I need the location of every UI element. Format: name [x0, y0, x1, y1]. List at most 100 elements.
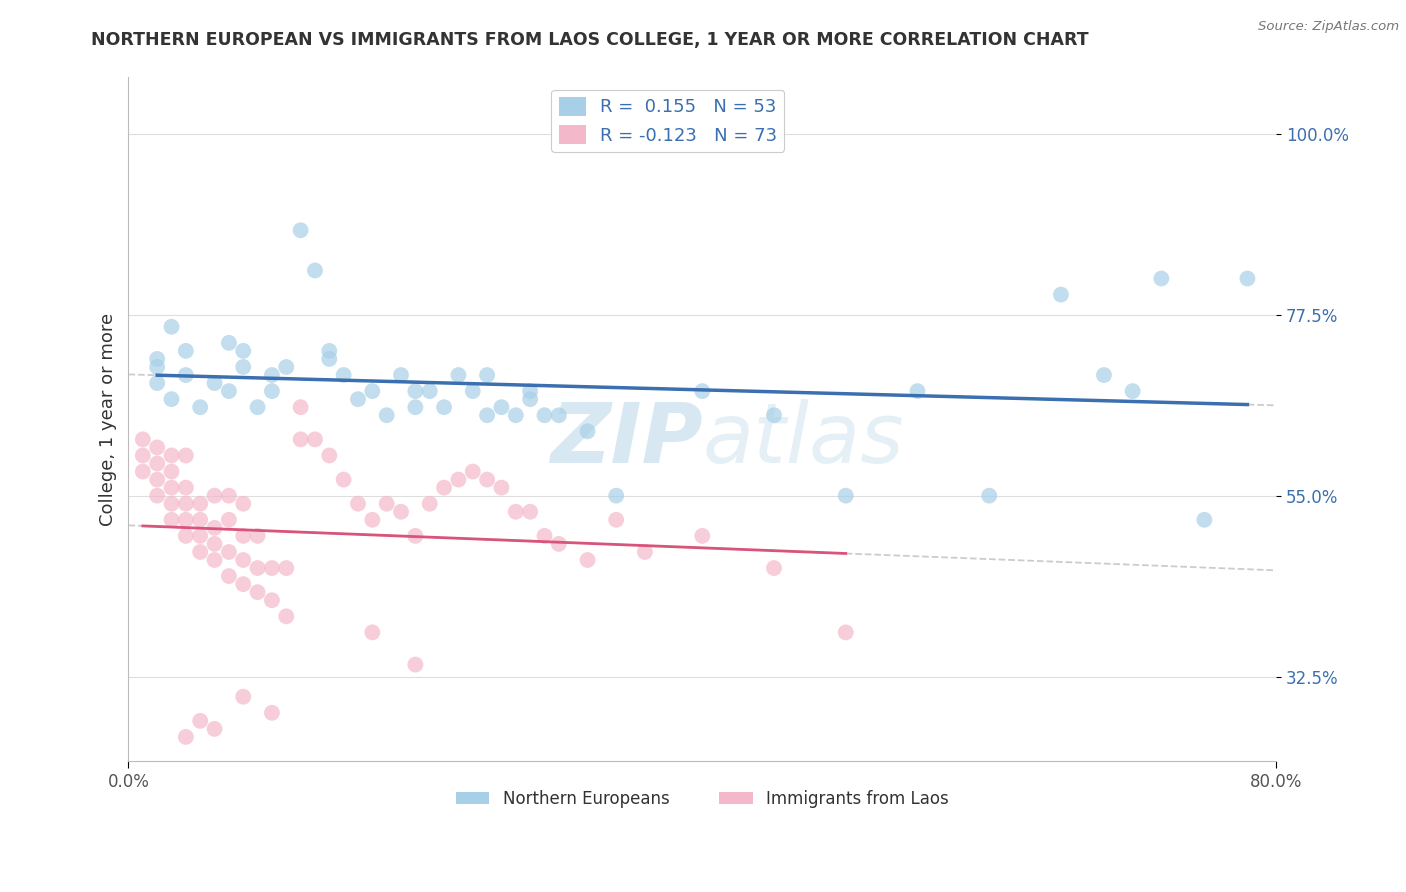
Point: [188, 513, 211, 527]
Point: [361, 625, 384, 640]
Point: [174, 730, 197, 744]
Point: [218, 513, 240, 527]
Point: [763, 409, 786, 423]
Point: [204, 521, 226, 535]
Point: [174, 529, 197, 543]
Point: [146, 489, 169, 503]
Point: [519, 384, 541, 398]
Point: [232, 529, 254, 543]
Point: [232, 690, 254, 704]
Point: [475, 368, 498, 382]
Point: [132, 449, 155, 463]
Point: [260, 384, 283, 398]
Point: [533, 529, 555, 543]
Point: [174, 449, 197, 463]
Point: [605, 489, 627, 503]
Point: [433, 481, 456, 495]
Point: [188, 529, 211, 543]
Point: [174, 343, 197, 358]
Point: [318, 449, 340, 463]
Point: [1236, 271, 1258, 285]
Point: [232, 577, 254, 591]
Point: [835, 625, 858, 640]
Point: [907, 384, 929, 398]
Point: [361, 384, 384, 398]
Point: [188, 545, 211, 559]
Point: [404, 384, 426, 398]
Point: [290, 400, 312, 414]
Point: [276, 359, 298, 374]
Point: [232, 497, 254, 511]
Point: [160, 481, 183, 495]
Point: [232, 359, 254, 374]
Point: [1194, 513, 1216, 527]
Point: [634, 545, 657, 559]
Point: [576, 553, 599, 567]
Point: [132, 465, 155, 479]
Point: [218, 384, 240, 398]
Point: [174, 368, 197, 382]
Point: [174, 481, 197, 495]
Point: [232, 343, 254, 358]
Legend: Northern Europeans, Immigrants from Laos: Northern Europeans, Immigrants from Laos: [449, 783, 955, 814]
Point: [146, 457, 169, 471]
Point: [347, 497, 370, 511]
Point: [835, 489, 858, 503]
Point: [290, 433, 312, 447]
Point: [318, 343, 340, 358]
Point: [979, 489, 1001, 503]
Point: [160, 392, 183, 406]
Point: [204, 553, 226, 567]
Point: [763, 561, 786, 575]
Point: [433, 400, 456, 414]
Point: [533, 409, 555, 423]
Point: [419, 384, 441, 398]
Point: [204, 376, 226, 390]
Point: [447, 368, 470, 382]
Point: [404, 657, 426, 672]
Point: [576, 425, 599, 439]
Point: [276, 609, 298, 624]
Point: [146, 359, 169, 374]
Point: [246, 561, 269, 575]
Point: [146, 441, 169, 455]
Point: [461, 465, 484, 479]
Point: [174, 513, 197, 527]
Point: [174, 497, 197, 511]
Point: [347, 392, 370, 406]
Point: [204, 722, 226, 736]
Point: [404, 400, 426, 414]
Point: [204, 537, 226, 551]
Point: [290, 223, 312, 237]
Point: [404, 529, 426, 543]
Text: Source: ZipAtlas.com: Source: ZipAtlas.com: [1258, 20, 1399, 33]
Point: [375, 409, 398, 423]
Point: [276, 561, 298, 575]
Point: [505, 409, 527, 423]
Point: [491, 481, 513, 495]
Point: [332, 473, 354, 487]
Point: [491, 400, 513, 414]
Point: [318, 351, 340, 366]
Point: [547, 537, 569, 551]
Point: [690, 529, 713, 543]
Point: [419, 497, 441, 511]
Point: [475, 409, 498, 423]
Point: [605, 513, 627, 527]
Point: [475, 473, 498, 487]
Point: [218, 335, 240, 350]
Y-axis label: College, 1 year or more: College, 1 year or more: [100, 313, 117, 525]
Point: [260, 593, 283, 607]
Point: [260, 368, 283, 382]
Point: [218, 569, 240, 583]
Point: [304, 433, 326, 447]
Point: [218, 545, 240, 559]
Point: [1050, 287, 1073, 301]
Point: [160, 465, 183, 479]
Point: [332, 368, 354, 382]
Point: [246, 585, 269, 599]
Point: [146, 376, 169, 390]
Point: [547, 409, 569, 423]
Point: [132, 433, 155, 447]
Text: NORTHERN EUROPEAN VS IMMIGRANTS FROM LAOS COLLEGE, 1 YEAR OR MORE CORRELATION CH: NORTHERN EUROPEAN VS IMMIGRANTS FROM LAO…: [91, 31, 1090, 49]
